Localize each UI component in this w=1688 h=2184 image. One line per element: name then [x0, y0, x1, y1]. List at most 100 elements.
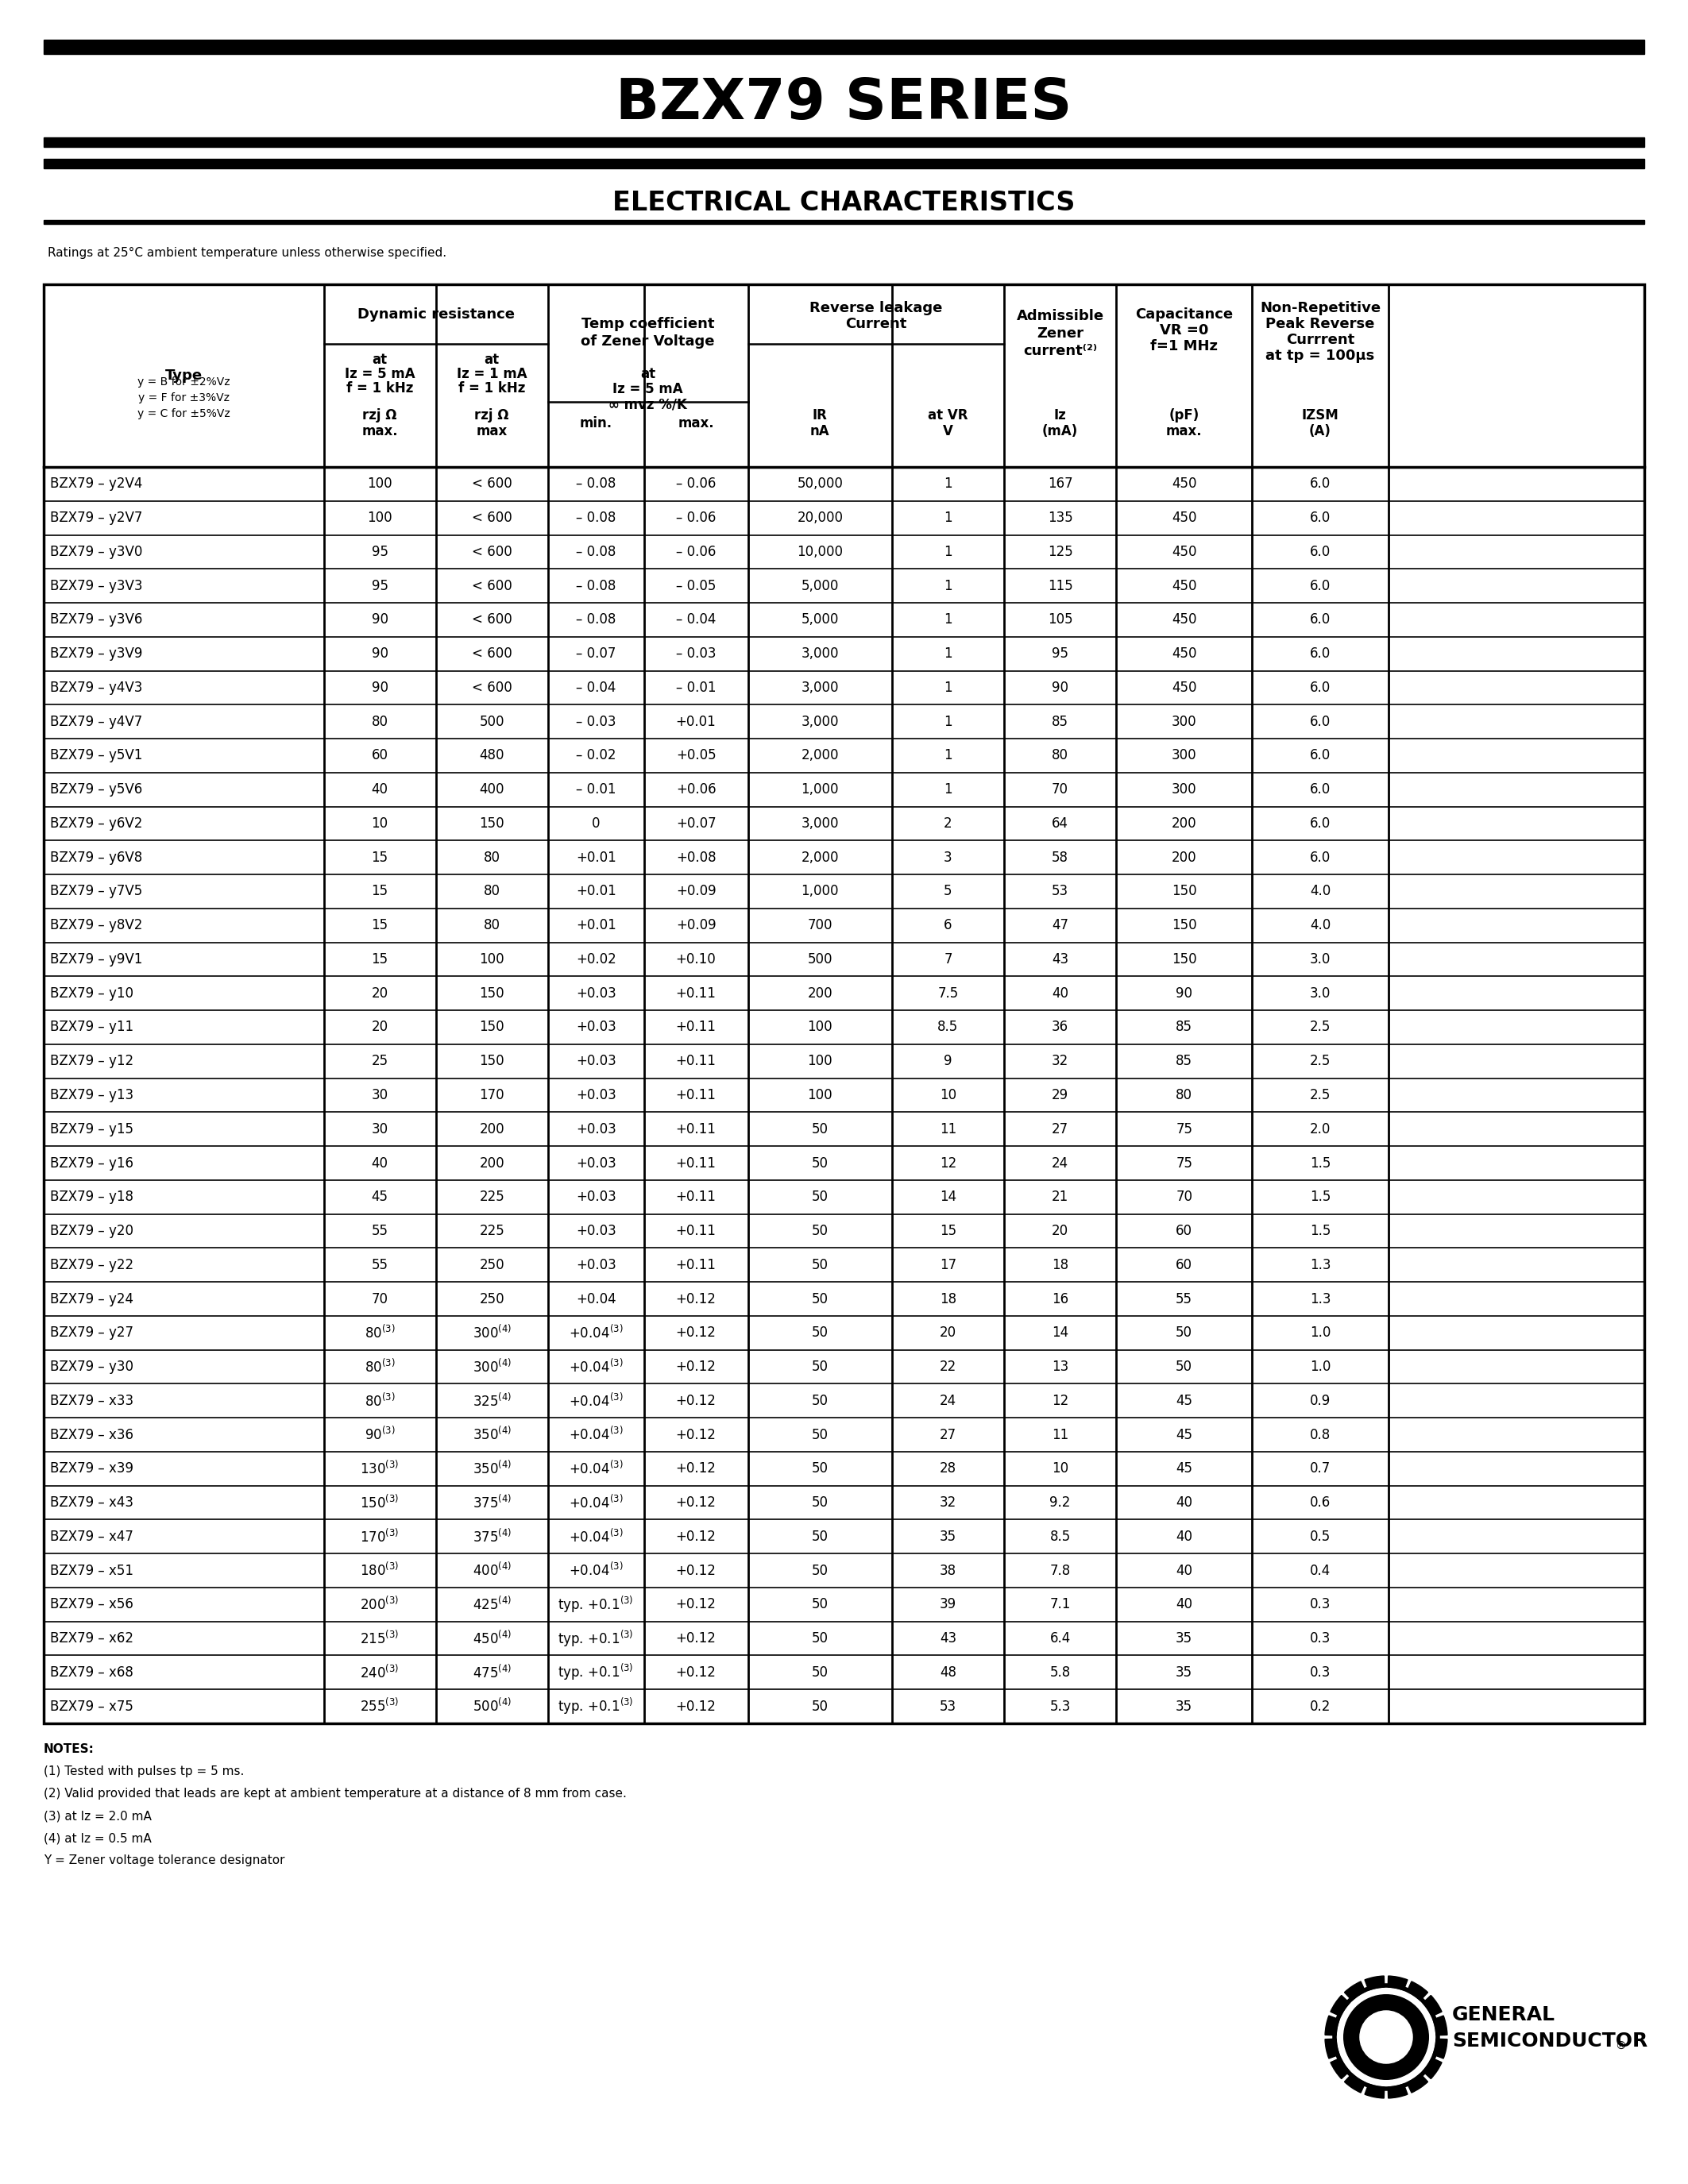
- Text: 425$^{(4)}$: 425$^{(4)}$: [473, 1597, 511, 1614]
- Wedge shape: [1433, 2040, 1447, 2060]
- Text: at VR: at VR: [928, 408, 969, 422]
- Text: 10: 10: [1052, 1461, 1069, 1476]
- Text: 200: 200: [807, 987, 832, 1000]
- Wedge shape: [1364, 2084, 1384, 2099]
- Wedge shape: [1325, 2040, 1339, 2060]
- Text: +0.03: +0.03: [576, 987, 616, 1000]
- Text: 5: 5: [944, 885, 952, 898]
- Text: – 0.06: – 0.06: [675, 511, 716, 524]
- Text: 0.5: 0.5: [1310, 1529, 1330, 1544]
- Text: BZX79 – y3V9: BZX79 – y3V9: [51, 646, 142, 662]
- Text: 1,000: 1,000: [802, 782, 839, 797]
- Text: 1: 1: [944, 646, 952, 662]
- Text: VR =0: VR =0: [1160, 323, 1209, 339]
- Text: 150: 150: [479, 1055, 505, 1068]
- Text: +0.03: +0.03: [576, 1055, 616, 1068]
- Text: 15: 15: [371, 850, 388, 865]
- Text: 1.0: 1.0: [1310, 1326, 1330, 1341]
- Text: Temp coefficient: Temp coefficient: [581, 317, 714, 332]
- Text: +0.12: +0.12: [675, 1664, 716, 1679]
- Text: +0.03: +0.03: [576, 1088, 616, 1103]
- Text: 5,000: 5,000: [802, 579, 839, 594]
- Text: BZX79 – x33: BZX79 – x33: [51, 1393, 133, 1409]
- Text: < 600: < 600: [471, 681, 511, 695]
- Text: 1.3: 1.3: [1310, 1291, 1330, 1306]
- Text: BZX79 – y5V6: BZX79 – y5V6: [51, 782, 142, 797]
- Text: 18: 18: [1052, 1258, 1069, 1271]
- Text: 47: 47: [1052, 917, 1069, 933]
- Text: max.: max.: [679, 417, 714, 430]
- Text: +0.04$^{(3)}$: +0.04$^{(3)}$: [569, 1426, 623, 1444]
- Text: < 600: < 600: [471, 511, 511, 524]
- Text: +0.12: +0.12: [675, 1699, 716, 1714]
- Text: 50,000: 50,000: [797, 476, 842, 491]
- Text: 43: 43: [1052, 952, 1069, 968]
- Text: +0.12: +0.12: [675, 1564, 716, 1577]
- Text: 1: 1: [944, 782, 952, 797]
- Text: y = C for ±5%Vz: y = C for ±5%Vz: [137, 408, 230, 419]
- Text: +0.12: +0.12: [675, 1326, 716, 1341]
- Text: BZX79 – y30: BZX79 – y30: [51, 1361, 133, 1374]
- Text: – 0.04: – 0.04: [576, 681, 616, 695]
- Text: 7.5: 7.5: [937, 987, 959, 1000]
- Wedge shape: [1388, 1977, 1408, 1990]
- Text: of Zener Voltage: of Zener Voltage: [581, 334, 714, 349]
- Text: 1: 1: [944, 614, 952, 627]
- Text: – 0.05: – 0.05: [675, 579, 716, 594]
- Text: 125: 125: [1048, 544, 1072, 559]
- Text: 180$^{(3)}$: 180$^{(3)}$: [360, 1562, 400, 1579]
- Text: 40: 40: [1177, 1496, 1192, 1509]
- Text: 50: 50: [812, 1564, 829, 1577]
- Text: 11: 11: [940, 1123, 957, 1136]
- Text: Iz = 1 mA: Iz = 1 mA: [457, 367, 527, 382]
- Text: 5.8: 5.8: [1050, 1664, 1070, 1679]
- Text: 80: 80: [1177, 1088, 1192, 1103]
- Wedge shape: [1423, 2057, 1442, 2079]
- Text: +0.11: +0.11: [675, 1088, 716, 1103]
- Text: 6.0: 6.0: [1310, 646, 1330, 662]
- Text: – 0.03: – 0.03: [675, 646, 716, 662]
- Text: 1: 1: [944, 511, 952, 524]
- Text: 100: 100: [807, 1055, 832, 1068]
- Text: +0.05: +0.05: [675, 749, 716, 762]
- Text: 1.5: 1.5: [1310, 1190, 1330, 1203]
- Text: 100: 100: [368, 511, 392, 524]
- Wedge shape: [1364, 1977, 1384, 1990]
- Text: 450: 450: [1171, 646, 1197, 662]
- Text: – 0.08: – 0.08: [576, 579, 616, 594]
- Text: at: at: [484, 352, 500, 367]
- Text: – 0.01: – 0.01: [675, 681, 716, 695]
- Text: 450: 450: [1171, 511, 1197, 524]
- Text: 50: 50: [812, 1699, 829, 1714]
- Text: 170$^{(3)}$: 170$^{(3)}$: [360, 1529, 400, 1544]
- Text: 450: 450: [1171, 614, 1197, 627]
- Text: ∞ mvz %/K: ∞ mvz %/K: [609, 397, 687, 411]
- Text: 50: 50: [812, 1291, 829, 1306]
- Text: (1) Tested with pulses tp = 5 ms.: (1) Tested with pulses tp = 5 ms.: [44, 1765, 245, 1778]
- Text: 70: 70: [1177, 1190, 1192, 1203]
- Text: ELECTRICAL CHARACTERISTICS: ELECTRICAL CHARACTERISTICS: [613, 190, 1075, 216]
- Text: 300: 300: [1171, 714, 1197, 729]
- Text: f = 1 kHz: f = 1 kHz: [459, 382, 525, 395]
- Text: 22: 22: [940, 1361, 957, 1374]
- Text: min.: min.: [579, 417, 613, 430]
- Text: 5.3: 5.3: [1050, 1699, 1070, 1714]
- Text: 12: 12: [1052, 1393, 1069, 1409]
- Text: 450: 450: [1171, 476, 1197, 491]
- Text: 2: 2: [944, 817, 952, 830]
- Text: 2,000: 2,000: [802, 749, 839, 762]
- Text: 50: 50: [812, 1496, 829, 1509]
- Text: +0.11: +0.11: [675, 1223, 716, 1238]
- Text: 40: 40: [371, 1155, 388, 1171]
- Text: +0.11: +0.11: [675, 987, 716, 1000]
- Text: 90: 90: [1177, 987, 1192, 1000]
- Text: 167: 167: [1048, 476, 1072, 491]
- Text: BZX79 – y2V4: BZX79 – y2V4: [51, 476, 142, 491]
- Text: 70: 70: [371, 1291, 388, 1306]
- Text: 0.3: 0.3: [1310, 1664, 1330, 1679]
- Text: 1: 1: [944, 681, 952, 695]
- Text: +0.12: +0.12: [675, 1291, 716, 1306]
- Text: BZX79 – y6V2: BZX79 – y6V2: [51, 817, 142, 830]
- Text: 150: 150: [1171, 952, 1197, 968]
- Text: +0.11: +0.11: [675, 1155, 716, 1171]
